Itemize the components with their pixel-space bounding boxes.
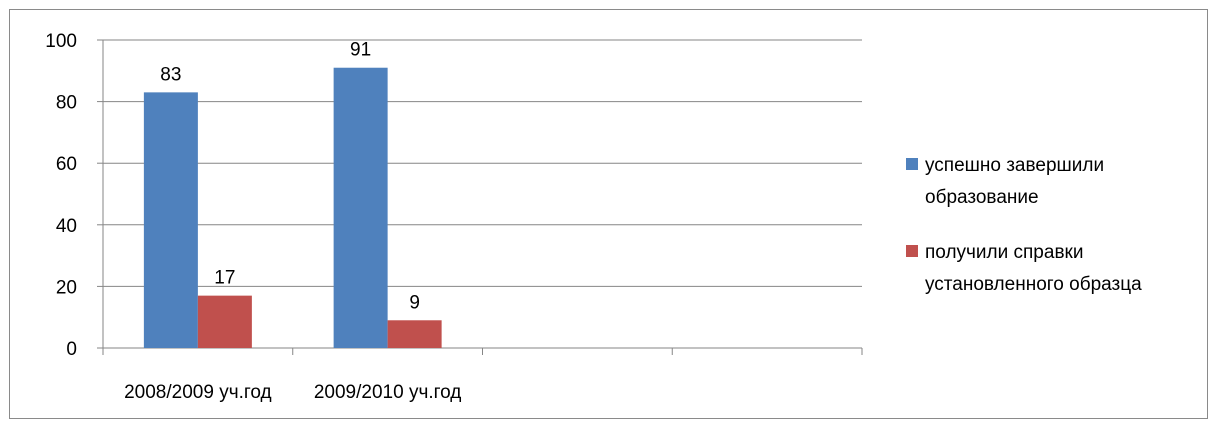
legend-label: успешно завершили (925, 155, 1104, 176)
bars (143, 67, 442, 348)
bar (333, 67, 388, 348)
x-tick-labels: 2008/2009 уч.год 2009/2010 уч.год (124, 382, 461, 403)
legend: успешно завершили образование получили спр… (906, 155, 1142, 295)
legend-swatch (906, 158, 918, 170)
data-label: 83 (160, 64, 181, 85)
y-tick-label: 60 (56, 154, 77, 175)
legend-label: образование (925, 187, 1039, 208)
bar (387, 320, 442, 348)
data-labels: 83 91 17 9 (160, 40, 420, 314)
gridlines (103, 39, 862, 287)
legend-label: получили справки (925, 242, 1083, 263)
y-tick-label: 100 (45, 31, 77, 52)
data-label: 91 (350, 40, 371, 61)
data-label: 17 (214, 268, 235, 289)
x-tick-label: 2009/2010 уч.год (314, 382, 462, 403)
y-tick-label: 80 (56, 93, 77, 114)
x-tick-label: 2008/2009 уч.год (124, 382, 272, 403)
legend-label: установленного образца (925, 274, 1142, 295)
legend-swatch (906, 245, 918, 257)
chart-frame (9, 9, 1208, 419)
y-tick-label: 20 (56, 277, 77, 298)
data-label: 9 (409, 292, 420, 313)
y-tick-label: 40 (56, 216, 77, 237)
y-tick-label: 0 (66, 339, 77, 360)
bar (197, 295, 252, 348)
y-tick-labels: 0 20 40 60 80 100 (45, 31, 77, 360)
bar (143, 92, 198, 348)
